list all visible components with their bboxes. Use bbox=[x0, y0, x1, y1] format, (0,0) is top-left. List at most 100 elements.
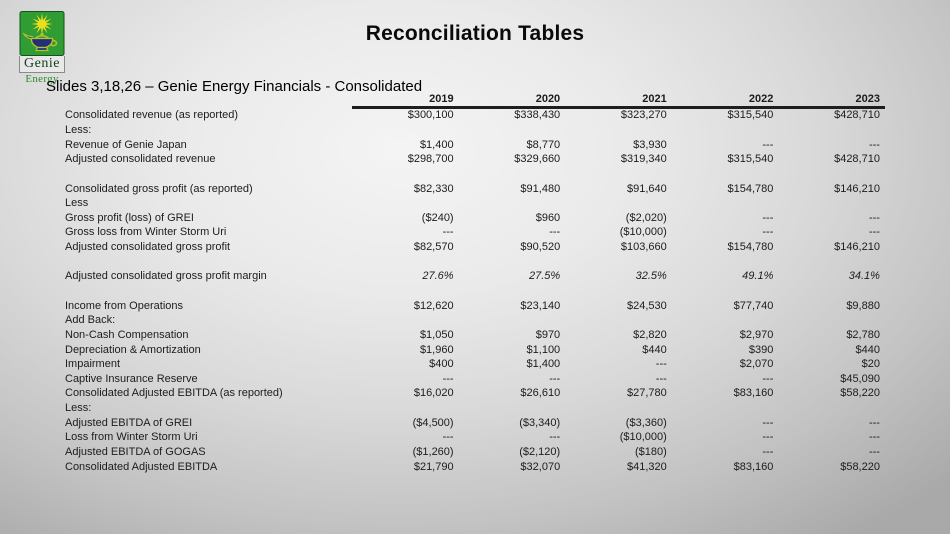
row-label: Adjusted consolidated gross profit margi… bbox=[65, 270, 267, 283]
table-cell: --- bbox=[442, 226, 454, 239]
table-cell: ($2,120) bbox=[519, 446, 561, 459]
table-row: Gross profit (loss) of GREI ($240) $960 ($2… bbox=[65, 211, 885, 226]
slide-title: Reconciliation Tables bbox=[365, 22, 585, 45]
genie-energy-logo: Genie Energy bbox=[19, 11, 65, 85]
row-label: Revenue of Genie Japan bbox=[65, 138, 187, 151]
table-cell: ($1,260) bbox=[412, 446, 454, 459]
table-cell: $154,780 bbox=[727, 182, 774, 195]
table-cell: $83,160 bbox=[733, 387, 774, 400]
table-cell: ($10,000) bbox=[619, 431, 667, 444]
table-cell: $103,660 bbox=[620, 241, 667, 254]
table-cell: $298,700 bbox=[407, 153, 454, 166]
row-label: Less: bbox=[65, 123, 92, 136]
row-label: Add Back: bbox=[65, 314, 116, 327]
table-cell: --- bbox=[762, 416, 774, 429]
row-label: Captive Insurance Reserve bbox=[65, 372, 198, 385]
table-cell: $154,780 bbox=[727, 241, 774, 254]
table-cell: $315,540 bbox=[727, 109, 774, 122]
table-cell: $12,620 bbox=[413, 299, 454, 312]
table-cell: $3,930 bbox=[633, 138, 667, 151]
table-cell: --- bbox=[762, 226, 774, 239]
table-cell: $2,820 bbox=[633, 328, 667, 341]
row-label: Income from Operations bbox=[65, 299, 183, 312]
table-cell: $440 bbox=[855, 343, 880, 356]
table-row: Adjusted consolidated revenue $298,700 $32… bbox=[65, 152, 885, 167]
table-cell: $970 bbox=[535, 328, 561, 341]
logo-genie-text: Genie bbox=[19, 56, 65, 73]
spacer-row bbox=[65, 284, 885, 299]
table-cell: $1,400 bbox=[526, 358, 561, 371]
table-cell: $1,050 bbox=[419, 328, 454, 341]
table-cell: $45,090 bbox=[840, 372, 880, 385]
spacer-row bbox=[65, 167, 885, 182]
table-cell: --- bbox=[655, 358, 667, 371]
table-row: Adjusted EBITDA of GOGAS ($1,260) ($2,120)… bbox=[65, 445, 885, 460]
table-cell: $2,070 bbox=[739, 358, 774, 371]
row-label: Less bbox=[65, 197, 89, 210]
table-cell: $1,960 bbox=[419, 343, 454, 356]
genie-lamp-icon bbox=[19, 11, 65, 56]
table-cell: $315,540 bbox=[727, 153, 774, 166]
table-row: Consolidated Adjusted EBITDA (as reporte… bbox=[65, 387, 885, 402]
row-label: Adjusted consolidated revenue bbox=[65, 153, 216, 166]
row-label: Consolidated Adjusted EBITDA bbox=[65, 460, 218, 473]
table-cell: --- bbox=[762, 431, 774, 444]
table-row: Depreciation & Amortization $1,960 $1,100 $… bbox=[65, 343, 885, 358]
table-row: Less: bbox=[65, 123, 885, 138]
table-cell: $27,780 bbox=[627, 387, 667, 400]
table-cell: $146,210 bbox=[834, 241, 880, 254]
table-cell: $338,430 bbox=[514, 109, 561, 122]
row-label: Gross profit (loss) of GREI bbox=[65, 211, 194, 224]
table-cell: $58,220 bbox=[840, 460, 880, 473]
table-cell: $8,770 bbox=[526, 138, 561, 151]
table-cell: $440 bbox=[642, 343, 667, 356]
table-cell: $16,020 bbox=[413, 387, 454, 400]
table-cell: --- bbox=[442, 431, 454, 444]
table-row: Non-Cash Compensation $1,050 $970 $2,820 $2,… bbox=[65, 328, 885, 343]
table-cell: $77,740 bbox=[733, 299, 774, 312]
table-cell: --- bbox=[762, 446, 774, 459]
table-cell: 27.6% bbox=[422, 270, 454, 283]
table-cell: $82,330 bbox=[413, 182, 454, 195]
table-cell: --- bbox=[762, 211, 774, 224]
table-cell: --- bbox=[762, 372, 774, 385]
table-cell: ($4,500) bbox=[412, 416, 454, 429]
table-row: Less: bbox=[65, 401, 885, 416]
row-label: Consolidated Adjusted EBITDA (as reporte… bbox=[65, 387, 283, 400]
table-cell: ($10,000) bbox=[619, 226, 667, 239]
table-cell: $83,160 bbox=[733, 460, 774, 473]
row-label: Adjusted EBITDA of GREI bbox=[65, 416, 193, 429]
table-row: Gross loss from Winter Storm Uri --- --- ($… bbox=[65, 226, 885, 241]
table-cell: ($3,360) bbox=[625, 416, 667, 429]
table-cell: $319,340 bbox=[620, 153, 667, 166]
table-cell: --- bbox=[549, 226, 561, 239]
table-cell: $9,880 bbox=[846, 299, 880, 312]
logo-energy-text: Energy bbox=[25, 73, 59, 85]
row-label: Adjusted EBITDA of GOGAS bbox=[65, 446, 206, 459]
column-header-2023: 2023 bbox=[855, 92, 880, 105]
table-row: Add Back: bbox=[65, 313, 885, 328]
row-label: Impairment bbox=[65, 358, 121, 371]
table-cell: $1,100 bbox=[526, 343, 561, 356]
row-label: Adjusted consolidated gross profit bbox=[65, 241, 231, 254]
table-row: Captive Insurance Reserve --- --- --- --- $45… bbox=[65, 372, 885, 387]
table-row: Income from Operations $12,620 $23,140 $24,… bbox=[65, 299, 885, 314]
table-cell: --- bbox=[868, 226, 880, 239]
column-header-2021: 2021 bbox=[642, 92, 667, 105]
table-cell: $400 bbox=[429, 358, 454, 371]
row-label: Depreciation & Amortization bbox=[65, 343, 201, 356]
table-cell: $58,220 bbox=[840, 387, 880, 400]
table-cell: --- bbox=[655, 372, 667, 385]
table-cell: --- bbox=[868, 431, 880, 444]
table-cell: $41,320 bbox=[627, 460, 667, 473]
table-cell: $82,570 bbox=[413, 241, 454, 254]
table-cell: --- bbox=[442, 372, 454, 385]
table-cell: $323,270 bbox=[620, 109, 667, 122]
table-cell: $390 bbox=[748, 343, 774, 356]
table-cell: --- bbox=[868, 416, 880, 429]
table-row: Consolidated revenue (as reported) $300,1… bbox=[65, 109, 885, 124]
row-label: Loss from Winter Storm Uri bbox=[65, 431, 198, 444]
table-body: Consolidated revenue (as reported) $300,1… bbox=[65, 109, 885, 475]
spacer-row bbox=[65, 255, 885, 270]
